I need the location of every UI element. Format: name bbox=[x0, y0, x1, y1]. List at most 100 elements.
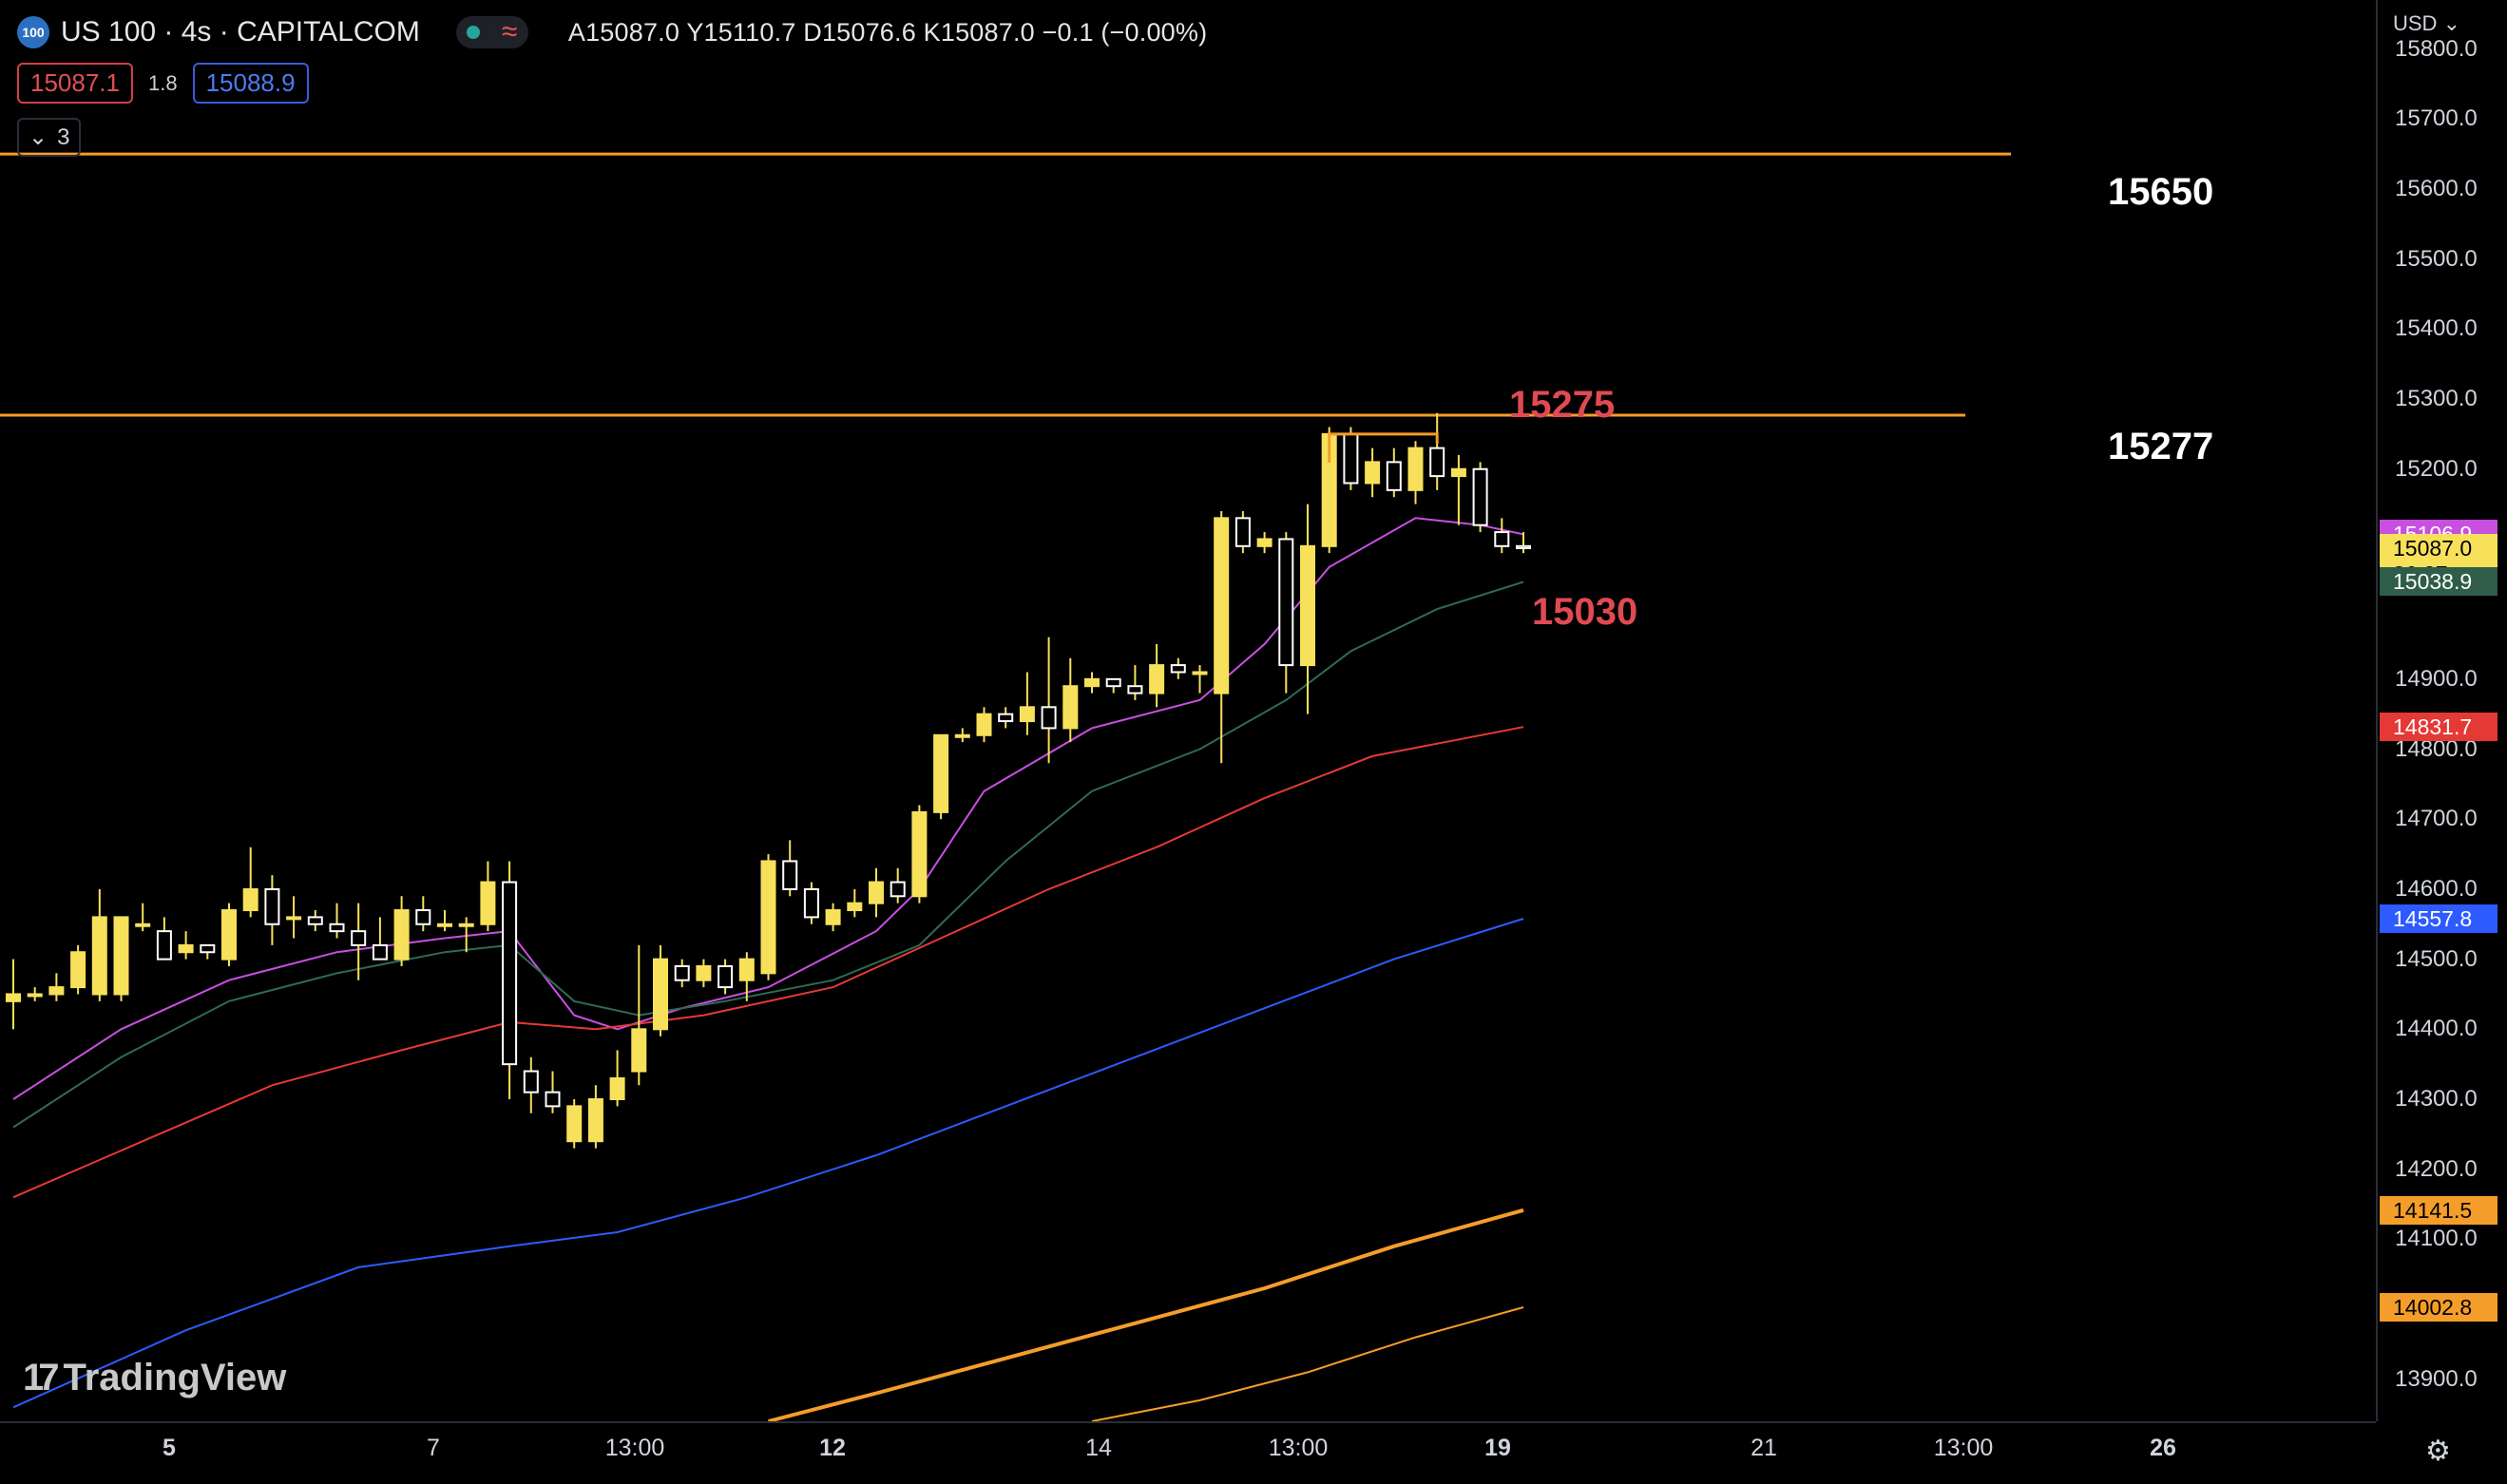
trade-buttons: 15087.1 1.8 15088.9 bbox=[17, 63, 309, 104]
x-tick-label: 19 bbox=[1484, 1435, 1511, 1461]
candle-body bbox=[545, 1091, 561, 1108]
x-tick-label: 7 bbox=[427, 1435, 440, 1461]
chevron-down-icon: ⌄ bbox=[29, 124, 48, 150]
candle-body bbox=[480, 881, 496, 925]
y-tick-label: 15600.0 bbox=[2395, 175, 2478, 201]
y-tick-label: 14300.0 bbox=[2395, 1086, 2478, 1112]
y-tick-label: 15400.0 bbox=[2395, 315, 2478, 342]
y-tick-label: 14500.0 bbox=[2395, 945, 2478, 972]
candle-body bbox=[178, 943, 194, 954]
moving-average-line bbox=[12, 517, 1524, 1100]
candle-body bbox=[135, 923, 151, 927]
y-tick-label: 14600.0 bbox=[2395, 875, 2478, 902]
indicators-toggle[interactable]: ⌄ 3 bbox=[17, 118, 82, 157]
price-axis-label: 14557.8 bbox=[2380, 904, 2497, 934]
candle-body bbox=[1105, 677, 1121, 688]
y-tick-label: 15200.0 bbox=[2395, 455, 2478, 482]
candle-body bbox=[890, 881, 906, 898]
y-tick-label: 14400.0 bbox=[2395, 1016, 2478, 1042]
low-label: D bbox=[803, 17, 822, 47]
candle-body bbox=[523, 1070, 539, 1094]
y-tick-label: 13900.0 bbox=[2395, 1365, 2478, 1392]
candle-body bbox=[803, 887, 819, 919]
candle-body bbox=[1192, 671, 1208, 675]
candle-body bbox=[1365, 461, 1381, 485]
candle-body bbox=[1214, 517, 1230, 694]
candle-body bbox=[1516, 544, 1531, 550]
price-axis-label: 15038.9 bbox=[2380, 567, 2497, 597]
candle-body bbox=[1472, 467, 1488, 526]
buy-button[interactable]: 15088.9 bbox=[192, 63, 309, 104]
candle-body bbox=[27, 993, 43, 998]
y-tick-label: 15700.0 bbox=[2395, 105, 2478, 132]
moving-average-line bbox=[1091, 1306, 1524, 1422]
x-tick-label: 12 bbox=[819, 1435, 846, 1461]
gear-icon[interactable]: ⚙ bbox=[2425, 1436, 2451, 1467]
sell-button[interactable]: 15087.1 bbox=[17, 63, 133, 104]
tradingview-logo[interactable]: 17 TradingView bbox=[23, 1357, 286, 1399]
candle-body bbox=[1278, 538, 1294, 667]
candle-body bbox=[458, 923, 474, 927]
y-tick-label: 15500.0 bbox=[2395, 245, 2478, 272]
price-axis-value: 15087.0 bbox=[2393, 536, 2473, 561]
symbol-title[interactable]: US 100 · 4s · CAPITALCOM bbox=[61, 16, 420, 48]
candle-body bbox=[1019, 706, 1035, 723]
x-tick-label: 13:00 bbox=[1933, 1435, 1994, 1461]
candle-body bbox=[1450, 467, 1466, 478]
market-status[interactable]: ≈ bbox=[455, 16, 528, 48]
ohlc-values: A15087.0 Y15110.7 D15076.6 K15087.0 −0.1… bbox=[568, 18, 1207, 48]
spread-value: 1.8 bbox=[147, 70, 178, 95]
candle-body bbox=[760, 860, 776, 975]
candle-body bbox=[1407, 447, 1424, 491]
candle-body bbox=[566, 1105, 583, 1143]
candle-body bbox=[911, 810, 928, 898]
level-label-mid: 15277 bbox=[2108, 426, 2214, 467]
price-axis-label: 14002.8 bbox=[2380, 1293, 2497, 1322]
candle-body bbox=[1429, 447, 1445, 478]
candle-body bbox=[437, 923, 452, 927]
target-label-low: 15030 bbox=[1532, 591, 1638, 633]
realtime-wave-icon: ≈ bbox=[502, 16, 518, 48]
candle-body bbox=[825, 909, 841, 925]
low-value: 15076.6 bbox=[821, 17, 916, 47]
candle-body bbox=[976, 713, 992, 736]
time-axis[interactable] bbox=[0, 1421, 2376, 1484]
y-tick-label: 14200.0 bbox=[2395, 1155, 2478, 1182]
open-label: A bbox=[567, 17, 586, 47]
change-value: −0.1 (−0.00%) bbox=[1042, 17, 1208, 47]
price-axis-value: 14141.5 bbox=[2393, 1197, 2473, 1223]
candle-body bbox=[1256, 538, 1273, 547]
y-tick-label: 14700.0 bbox=[2395, 806, 2478, 832]
candle-body bbox=[372, 943, 388, 961]
x-tick-label: 13:00 bbox=[1268, 1435, 1329, 1461]
candle-body bbox=[1127, 685, 1143, 694]
tradingview-logo-icon: 17 bbox=[23, 1357, 59, 1398]
price-axis-value: 14557.8 bbox=[2393, 906, 2473, 932]
candle-body bbox=[869, 881, 884, 904]
close-label: K bbox=[923, 17, 941, 47]
candle-body bbox=[502, 881, 518, 1066]
candle-body bbox=[70, 951, 86, 989]
range-bracket bbox=[1328, 432, 1439, 463]
candle-body bbox=[1170, 664, 1186, 674]
candle-body bbox=[738, 958, 755, 981]
candle-body bbox=[631, 1028, 647, 1073]
candle-body bbox=[653, 958, 668, 1031]
candle-body bbox=[1494, 531, 1510, 547]
y-tick-label: 15800.0 bbox=[2395, 35, 2478, 62]
y-tick-label: 14900.0 bbox=[2395, 665, 2478, 692]
y-tick-label: 15300.0 bbox=[2395, 386, 2478, 412]
x-tick-label: 13:00 bbox=[604, 1435, 665, 1461]
candle-body bbox=[307, 916, 323, 925]
candle-body bbox=[782, 860, 798, 890]
candle-body bbox=[6, 993, 21, 1002]
candle-body bbox=[1062, 685, 1079, 730]
moving-average-line bbox=[12, 726, 1524, 1199]
candle-body bbox=[393, 909, 410, 961]
price-axis[interactable] bbox=[2376, 0, 2507, 1421]
candle-body bbox=[933, 733, 949, 813]
x-tick-label: 21 bbox=[1751, 1435, 1777, 1461]
currency-selector[interactable]: USD ⌄ bbox=[2393, 11, 2460, 35]
x-tick-label: 14 bbox=[1085, 1435, 1112, 1461]
